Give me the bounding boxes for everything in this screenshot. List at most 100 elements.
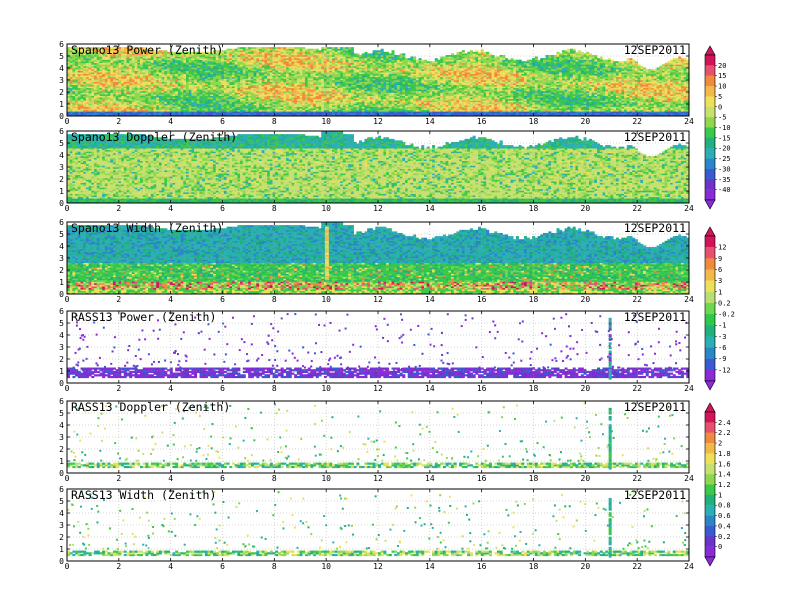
heatmap-cell: [150, 86, 154, 89]
heatmap-cell: [210, 67, 214, 70]
heatmap-cell: [75, 95, 79, 98]
heatmap-cell: [380, 112, 384, 115]
heatmap-cell: [180, 64, 184, 67]
heatmap-cell: [126, 53, 130, 56]
heatmap-cell: [110, 48, 114, 51]
heatmap-cell: [326, 69, 330, 71]
heatmap-cell: [253, 105, 257, 107]
heatmap-cell: [204, 56, 208, 59]
heatmap-cell: [140, 67, 144, 70]
heatmap-cell: [313, 73, 317, 76]
heatmap-cell: [318, 80, 322, 82]
heatmap-cell: [161, 112, 165, 115]
heatmap-cell: [272, 81, 276, 84]
heatmap-cell: [110, 92, 114, 95]
heatmap-cell: [199, 58, 203, 60]
heatmap-cell: [296, 87, 300, 90]
heatmap-cell: [302, 47, 306, 49]
heatmap-cell: [367, 87, 371, 90]
heatmap-cell: [80, 69, 84, 71]
heatmap-cell: [272, 92, 276, 95]
heatmap-cell: [264, 86, 268, 89]
heatmap-cell: [191, 90, 195, 93]
heatmap-cell: [291, 53, 295, 56]
heatmap-cell: [245, 51, 249, 54]
heatmap-cell: [161, 61, 165, 64]
heatmap-cell: [337, 54, 341, 57]
heatmap-cell: [315, 98, 319, 101]
heatmap-cell: [202, 108, 206, 111]
heatmap-cell: [94, 98, 98, 101]
heatmap-cell: [291, 114, 295, 116]
heatmap-cell: [323, 65, 327, 68]
heatmap-cell: [359, 72, 363, 75]
heatmap-cell: [88, 78, 92, 81]
heatmap-cell: [323, 94, 327, 96]
heatmap-cell: [348, 84, 352, 87]
heatmap-cell: [261, 75, 265, 78]
heatmap-cell: [369, 109, 373, 112]
heatmap-cell: [88, 109, 92, 112]
heatmap-cell: [318, 65, 322, 68]
heatmap-cell: [69, 61, 73, 64]
heatmap-cell: [112, 51, 116, 54]
heatmap-cell: [359, 114, 363, 116]
heatmap-cell: [185, 75, 189, 78]
heatmap-cell: [353, 64, 357, 67]
heatmap-cell: [359, 111, 363, 114]
heatmap-cell: [107, 64, 111, 67]
heatmap-cell: [223, 53, 227, 56]
heatmap-cell: [77, 61, 81, 64]
heatmap-cell: [291, 94, 295, 96]
heatmap-cell: [326, 100, 330, 103]
heatmap-cell: [342, 65, 346, 68]
heatmap-cell: [313, 112, 317, 115]
heatmap-cell: [188, 64, 192, 67]
heatmap-cell: [83, 73, 87, 76]
heatmap-cell: [286, 58, 290, 60]
heatmap-cell: [294, 101, 298, 104]
heatmap-cell: [202, 58, 206, 60]
heatmap-cell: [264, 62, 268, 65]
heatmap-cell: [199, 59, 203, 62]
heatmap-cell: [356, 87, 360, 90]
heatmap-cell: [194, 94, 198, 96]
heatmap-cell: [115, 97, 119, 100]
heatmap-cell: [164, 50, 168, 53]
heatmap-cell: [96, 58, 100, 60]
heatmap-cell: [191, 106, 195, 109]
heatmap-cell: [77, 81, 81, 84]
heatmap-cell: [207, 86, 211, 89]
heatmap-cell: [107, 80, 111, 82]
heatmap-cell: [237, 75, 241, 78]
heatmap-cell: [102, 92, 106, 95]
heatmap-cell: [240, 105, 244, 107]
heatmap-cell: [112, 58, 116, 60]
heatmap-cell: [213, 56, 217, 59]
heatmap-cell: [88, 61, 92, 64]
heatmap-cell: [242, 95, 246, 98]
heatmap-cell: [140, 50, 144, 53]
heatmap-cell: [372, 50, 376, 53]
heatmap-cell: [75, 69, 79, 71]
heatmap-cell: [148, 114, 152, 116]
heatmap-cell: [226, 48, 230, 51]
heatmap-cell: [96, 112, 100, 115]
heatmap-cell: [275, 106, 279, 109]
heatmap-cell: [185, 94, 189, 96]
heatmap-cell: [229, 106, 233, 109]
heatmap-cell: [207, 70, 211, 73]
heatmap-cell: [218, 61, 222, 64]
heatmap-cell: [277, 61, 281, 64]
heatmap-cell: [237, 114, 241, 116]
heatmap-cell: [264, 80, 268, 82]
heatmap-cell: [83, 98, 87, 101]
heatmap-cell: [191, 65, 195, 68]
heatmap-cell: [250, 108, 254, 111]
heatmap-cell: [348, 112, 352, 115]
heatmap-cell: [313, 87, 317, 90]
heatmap-cell: [253, 114, 257, 116]
heatmap-cell: [304, 53, 308, 56]
heatmap-cell: [96, 78, 100, 81]
heatmap-cell: [313, 62, 317, 65]
